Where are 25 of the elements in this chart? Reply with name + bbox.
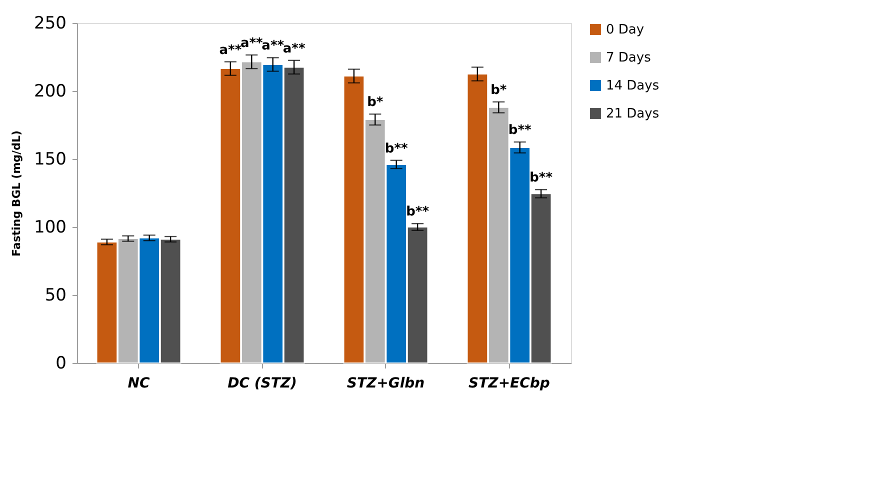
data-label: a** bbox=[262, 38, 284, 54]
x-tick-label: STZ+Glbn bbox=[346, 376, 425, 392]
data-label: b** bbox=[384, 141, 408, 156]
data-label: a** bbox=[282, 41, 306, 56]
legend-label: 7 Days bbox=[606, 50, 652, 66]
y-tick-label: 100 bbox=[34, 218, 66, 238]
x-tick-label: STZ+ECbp bbox=[468, 376, 550, 392]
y-tick-label: 200 bbox=[34, 82, 66, 102]
legend-label: 0 Day bbox=[606, 22, 644, 38]
y-tick-label: 0 bbox=[56, 354, 66, 374]
data-label: b* bbox=[490, 82, 507, 98]
data-label: b** bbox=[530, 170, 553, 186]
y-tick-label: 150 bbox=[34, 150, 66, 170]
legend-label: 14 Days bbox=[606, 78, 660, 94]
legend-label: 21 Days bbox=[606, 106, 660, 122]
y-axis-title: Fasting BGL (mg/dL) bbox=[10, 130, 24, 256]
data-label: b** bbox=[508, 123, 532, 138]
data-label: b** bbox=[406, 204, 430, 220]
y-tick-label: 50 bbox=[44, 286, 66, 306]
y-tick-label: 250 bbox=[34, 14, 66, 34]
data-label: a** bbox=[219, 42, 242, 58]
x-tick-label: NC bbox=[128, 376, 150, 392]
data-label: a** bbox=[240, 36, 264, 51]
x-tick-label: DC (STZ) bbox=[228, 376, 297, 392]
data-label: b* bbox=[367, 95, 384, 110]
